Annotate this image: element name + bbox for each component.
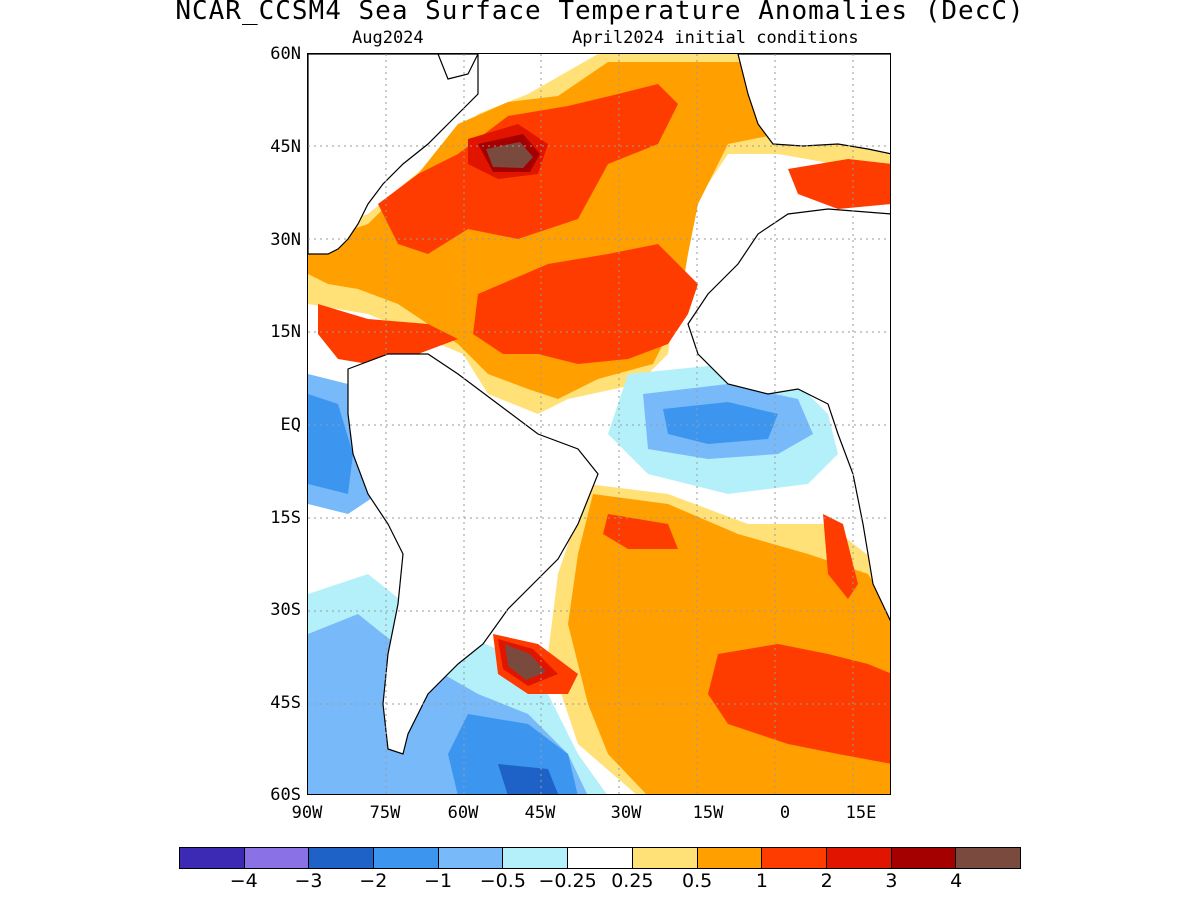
south-america-land (347, 353, 599, 755)
legend-label: 0.25 (611, 870, 654, 892)
lon-label-15e: 15E (845, 803, 877, 823)
lat-label-60n: 60N (270, 44, 301, 64)
legend-swatch (632, 848, 698, 868)
caribbean-warm-2 (318, 304, 458, 364)
sw-atlantic-warm-2 (603, 514, 678, 549)
lat-label-60s: 60S (270, 785, 301, 805)
africa-land (687, 208, 890, 622)
legend-swatch (762, 848, 827, 868)
map-title: NCAR_CCSM4 Sea Surface Temperature Anoma… (175, 0, 1025, 26)
legend-swatch (503, 848, 569, 868)
pacific-cool-1 (308, 394, 353, 494)
lon-label-15w: 15W (692, 803, 724, 823)
lat-label-45s: 45S (270, 693, 301, 713)
legend-label: −4 (229, 870, 258, 892)
lon-label-75w: 75W (369, 803, 401, 823)
legend-swatch (374, 848, 439, 868)
lon-label-0: 0 (779, 803, 791, 823)
lon-label-60w: 60W (447, 803, 479, 823)
equatorial-cool-1 (663, 402, 778, 444)
confluence-warm-max (505, 644, 546, 680)
legend-swatch (438, 848, 504, 868)
legend-swatch (956, 848, 1020, 868)
legend-label: −1 (424, 870, 453, 892)
legend-label: −0.5 (479, 870, 526, 892)
graticule (308, 54, 890, 794)
lat-label-45n: 45N (270, 137, 301, 157)
legend-label: 2 (820, 870, 833, 892)
legend-label: 1 (755, 870, 768, 892)
legend-swatch (697, 848, 763, 868)
legend-swatch (244, 848, 310, 868)
legend-label: 0.5 (682, 870, 713, 892)
europe-land (737, 54, 890, 155)
legend-swatch (891, 848, 957, 868)
lon-label-45w: 45W (524, 803, 556, 823)
lon-label-90w: 90W (291, 803, 323, 823)
subtropical-warm-2 (473, 244, 698, 364)
benguela-warm-2 (823, 514, 858, 599)
legend-swatch (568, 848, 633, 868)
iberia-warm-2 (788, 159, 890, 209)
lat-label-30n: 30N (270, 230, 301, 250)
legend-swatch (309, 848, 375, 868)
initial-conditions: April2024 initial conditions (572, 28, 859, 48)
legend-label: 4 (950, 870, 963, 892)
map-panel (307, 53, 891, 795)
forecast-month: Aug2024 (352, 28, 424, 48)
legend-label: −2 (359, 870, 388, 892)
legend-label: −0.25 (538, 870, 597, 892)
color-scale-legend (179, 847, 1021, 869)
lat-label-15s: 15S (270, 508, 301, 528)
legend-swatch (826, 848, 892, 868)
nw-atlantic-warm-max (486, 142, 533, 168)
southern-cool-2 (498, 764, 558, 794)
greenland-land (437, 54, 479, 80)
lat-label-eq: EQ (280, 415, 301, 435)
legend-label: −3 (294, 870, 323, 892)
south-atlantic-warm-2 (708, 644, 890, 764)
lat-label-30s: 30S (270, 600, 301, 620)
legend-swatch (180, 848, 245, 868)
lon-label-30w: 30W (610, 803, 642, 823)
legend-label: 3 (885, 870, 898, 892)
sst-anomaly-map (308, 54, 890, 794)
lat-label-15n: 15N (270, 322, 301, 342)
north-america-land (308, 54, 479, 255)
